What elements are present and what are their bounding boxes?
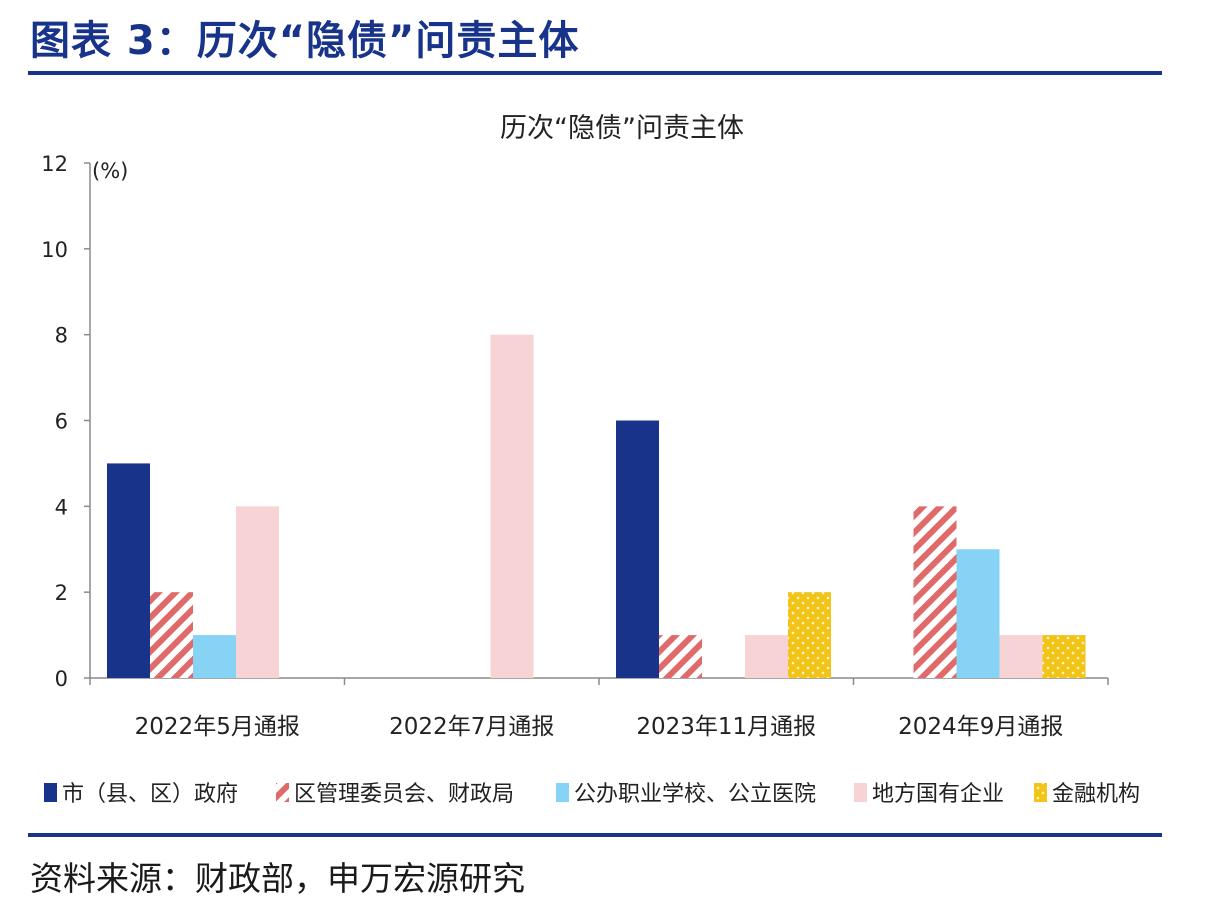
bar bbox=[150, 592, 193, 678]
legend-label: 区管理委员会、财政局 bbox=[294, 782, 514, 807]
category-label: 2023年11月通报 bbox=[636, 714, 816, 740]
bar bbox=[745, 635, 788, 678]
bar bbox=[913, 506, 957, 678]
y-tick-label: 0 bbox=[55, 667, 68, 691]
bar bbox=[616, 420, 659, 678]
y-tick-label: 4 bbox=[55, 495, 68, 519]
bar bbox=[1042, 635, 1086, 678]
bar-chart: 历次“隐债”问责主体 (%) 0 2 4 6 8 10 12 2022年5月通报 2022年7月… bbox=[41, 113, 1140, 807]
bar bbox=[999, 635, 1043, 678]
bar bbox=[193, 635, 236, 678]
bottom-rule bbox=[28, 833, 1162, 837]
source-note: 资料来源：财政部，申万宏源研究 bbox=[30, 859, 525, 898]
category-label: 2024年9月通报 bbox=[898, 714, 1063, 740]
category-label: 2022年7月通报 bbox=[389, 714, 554, 740]
bars bbox=[107, 334, 1086, 678]
legend-label: 市（县、区）政府 bbox=[62, 782, 238, 807]
category-label: 2022年5月通报 bbox=[135, 714, 300, 740]
legend-swatch bbox=[1034, 783, 1047, 802]
bar bbox=[659, 635, 702, 678]
legend-swatch bbox=[44, 783, 57, 802]
y-tick-label: 6 bbox=[55, 410, 68, 434]
legend-swatch bbox=[854, 783, 867, 802]
bar bbox=[956, 549, 1000, 678]
chart-title: 历次“隐债”问责主体 bbox=[500, 113, 744, 144]
y-tick-label: 12 bbox=[41, 152, 68, 176]
bar bbox=[107, 463, 150, 678]
top-rule bbox=[28, 71, 1162, 75]
y-tick-label: 8 bbox=[55, 324, 68, 348]
bar bbox=[788, 592, 831, 678]
y-tick-label: 10 bbox=[41, 238, 68, 262]
legend-swatch bbox=[556, 783, 569, 802]
legend-label: 公办职业学校、公立医院 bbox=[574, 782, 816, 807]
legend-label: 金融机构 bbox=[1052, 782, 1140, 807]
figure-title: 图表 3：历次“隐债”问责主体 bbox=[30, 18, 580, 64]
legend: 市（县、区）政府 区管理委员会、财政局 公办职业学校、公立医院 地方国有企业 金融机构 bbox=[44, 782, 1140, 807]
legend-label: 地方国有企业 bbox=[872, 782, 1004, 807]
y-tick-label: 2 bbox=[55, 581, 68, 605]
legend-swatch bbox=[276, 783, 289, 802]
bar bbox=[236, 506, 279, 678]
bar bbox=[490, 334, 534, 678]
y-axis-unit: (%) bbox=[92, 159, 128, 183]
